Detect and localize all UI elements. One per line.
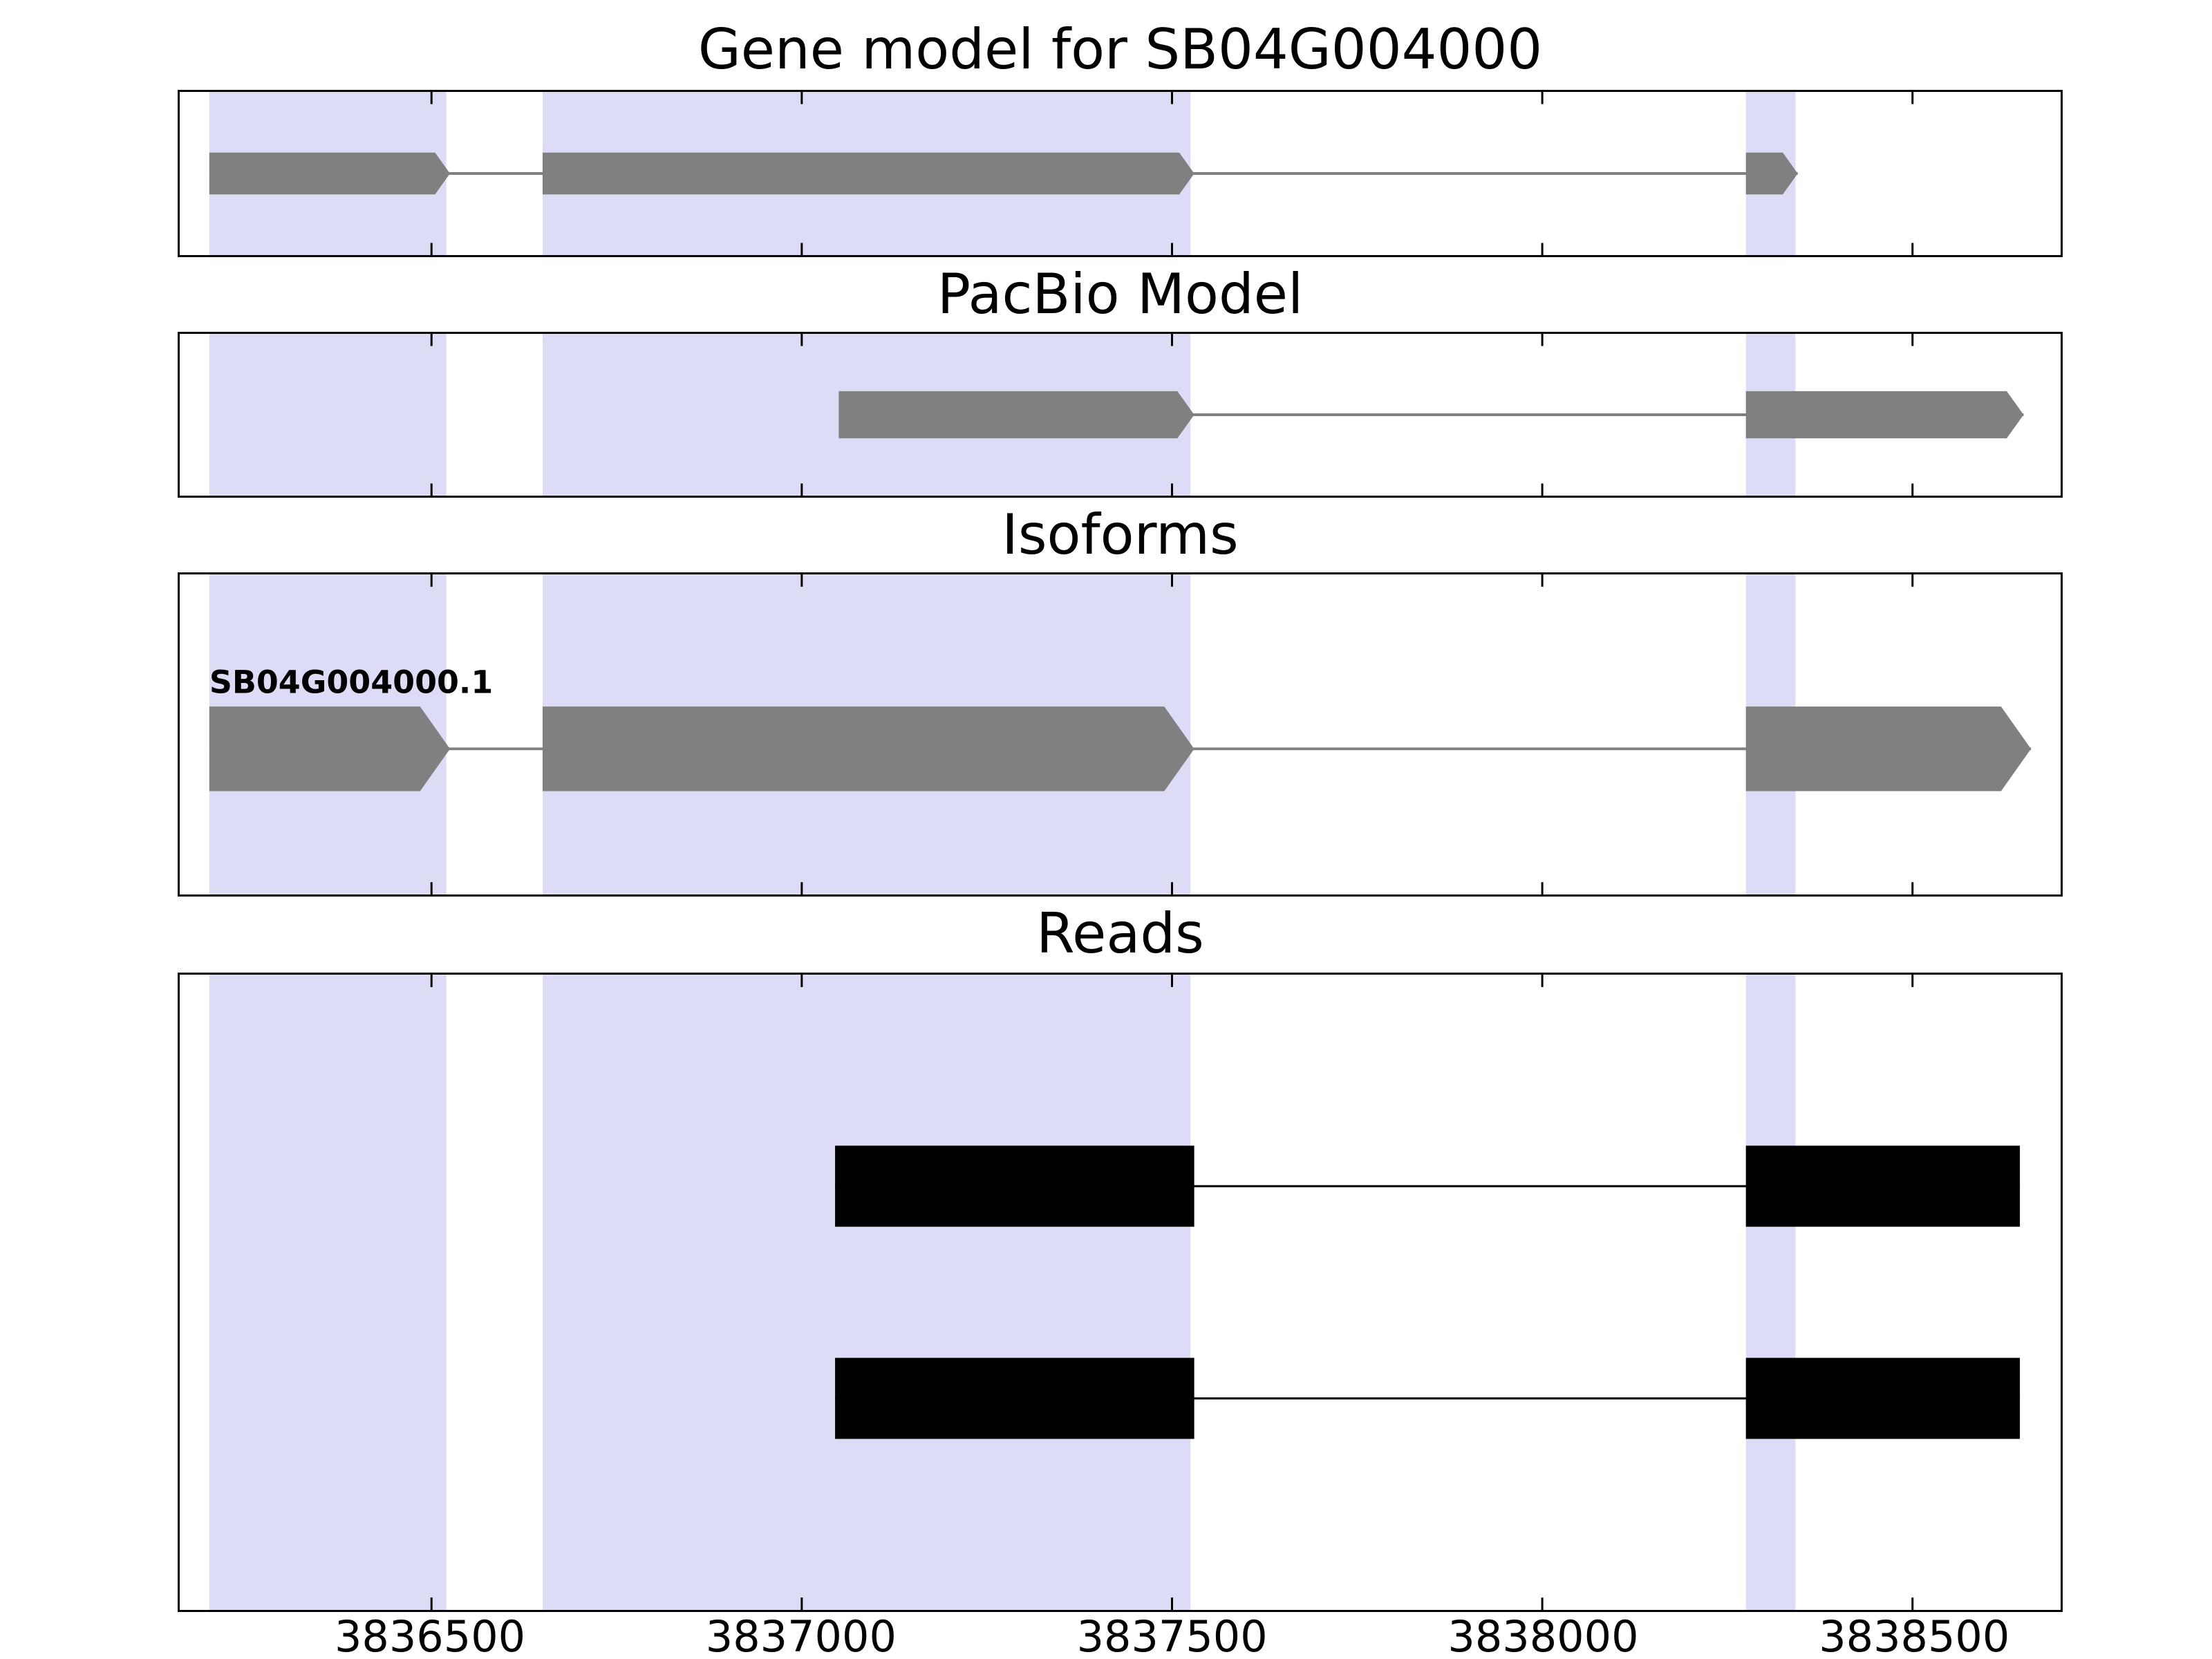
highlight-region xyxy=(1745,975,1796,1610)
exon-arrow xyxy=(542,152,1194,195)
x-tick-label: 3837500 xyxy=(1076,1611,1268,1659)
exon-arrow xyxy=(1745,391,2024,439)
x-tick-label: 3838000 xyxy=(1447,1611,1639,1659)
exon-arrow xyxy=(838,391,1194,439)
isoform-label: SB04G004000.1 xyxy=(209,664,493,701)
read-block xyxy=(835,1358,1194,1439)
exon-arrow xyxy=(1745,152,1798,195)
exon-arrow xyxy=(209,152,451,195)
panel-isoforms: SB04G004000.1 xyxy=(178,572,2063,897)
panel-gene-model xyxy=(178,90,2063,257)
highlight-region xyxy=(209,334,447,496)
x-tick-label: 3836500 xyxy=(334,1611,526,1659)
title-pacbio-model: PacBio Model xyxy=(937,262,1304,326)
reads-canvas xyxy=(209,975,2021,1610)
read-block xyxy=(835,1145,1194,1227)
panel-reads xyxy=(178,973,2063,1612)
exon-arrow xyxy=(1745,706,2032,791)
exon-arrow xyxy=(209,706,451,791)
panel-pacbio-model xyxy=(178,332,2063,498)
highlight-region xyxy=(542,975,1191,1610)
read-block xyxy=(1745,1358,2021,1439)
title-gene-model: Gene model for SB04G004000 xyxy=(697,17,1543,82)
x-tick-label: 3837000 xyxy=(705,1611,897,1659)
x-tick-label: 3838500 xyxy=(1819,1611,2010,1659)
gene-model-canvas xyxy=(209,92,1914,255)
title-reads: Reads xyxy=(1036,901,1204,966)
exon-arrow xyxy=(542,706,1194,791)
isoforms-canvas: SB04G004000.1 xyxy=(209,574,2032,894)
pacbio-model-canvas xyxy=(209,334,2024,496)
title-isoforms: Isoforms xyxy=(1002,503,1239,567)
read-block xyxy=(1745,1145,2021,1227)
highlight-region xyxy=(209,975,447,1610)
